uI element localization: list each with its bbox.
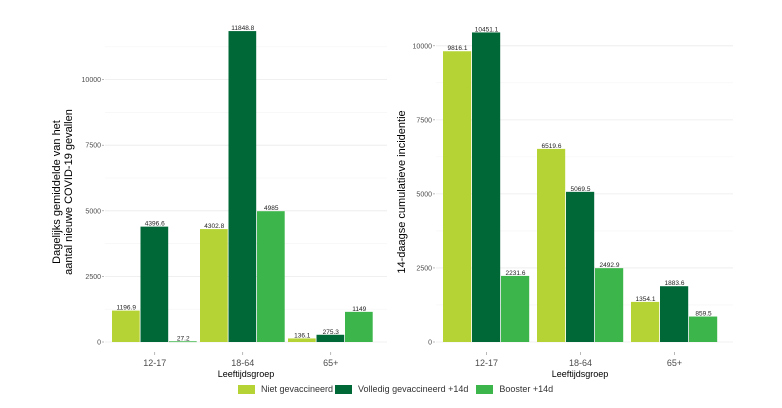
x-tick-label: 12-17 bbox=[143, 358, 166, 368]
y-tick-label: 2500 bbox=[85, 274, 101, 281]
bar-12-17-0 bbox=[112, 310, 140, 342]
bar-18-64-2 bbox=[595, 268, 624, 342]
data-label: 6519.6 bbox=[542, 143, 562, 150]
data-label: 275.3 bbox=[323, 329, 340, 336]
bar-65+-0 bbox=[288, 338, 316, 342]
data-label: 2231.6 bbox=[506, 270, 526, 277]
data-label: 1196.9 bbox=[117, 305, 137, 312]
x-tick-label: 18-64 bbox=[569, 358, 592, 368]
data-label: 10451.1 bbox=[475, 26, 499, 33]
y-tick-label: 0 bbox=[97, 340, 101, 347]
legend-swatch-booster bbox=[476, 384, 494, 394]
data-label: 9816.1 bbox=[448, 45, 468, 52]
bar-65+-1 bbox=[660, 286, 689, 342]
legend-label: Niet gevaccineerd bbox=[261, 384, 334, 394]
bar-18-64-0 bbox=[537, 148, 566, 342]
data-label: 859.5 bbox=[695, 311, 712, 318]
legend-item-booster: Booster +14d bbox=[476, 384, 553, 394]
data-label: 4985 bbox=[264, 205, 279, 212]
y-axis-title: 14-daagse cumulatieve incidentie bbox=[396, 110, 408, 273]
legend-swatch-volledig-gevaccineerd bbox=[335, 384, 353, 394]
data-label: 1354.1 bbox=[636, 296, 656, 303]
y-axis-title: Dagelijks gemiddelde van het bbox=[51, 120, 63, 264]
bar-12-17-1 bbox=[472, 32, 501, 343]
y-tick-label: 0 bbox=[428, 340, 432, 347]
bar-12-17-1 bbox=[140, 226, 169, 342]
legend-label: Volledig gevaccineerd +14d bbox=[358, 384, 469, 394]
data-label: 11848.8 bbox=[231, 25, 254, 32]
data-label: 4302.8 bbox=[204, 223, 224, 230]
bar-65+-1 bbox=[316, 334, 345, 342]
y-tick-label: 2500 bbox=[416, 265, 432, 272]
y-tick-label: 5000 bbox=[85, 208, 101, 215]
data-label: 136.1 bbox=[294, 332, 311, 339]
y-tick-label: 7500 bbox=[85, 143, 101, 150]
y-axis-title: aantal nieuwe COVID-19 gevallen bbox=[63, 109, 75, 275]
x-axis-title: Leeftijdsgroep bbox=[552, 369, 609, 379]
x-tick-label: 65+ bbox=[667, 358, 682, 368]
legend-item-niet-gevaccineerd: Niet gevaccineerd bbox=[238, 384, 333, 394]
x-tick-label: 12-17 bbox=[475, 358, 498, 368]
y-tick-label: 7500 bbox=[416, 117, 432, 124]
legend: Niet gevaccineerd Volledig gevaccineerd … bbox=[238, 384, 555, 394]
legend-item-volledig-gevaccineerd: Volledig gevaccineerd +14d bbox=[335, 384, 474, 394]
legend-label: Booster +14d bbox=[499, 384, 554, 394]
bar-18-64-2 bbox=[257, 211, 285, 342]
bar-65+-2 bbox=[689, 316, 718, 342]
bar-12-17-2 bbox=[169, 341, 197, 343]
bar-18-64-1 bbox=[228, 31, 257, 342]
data-label: 2492.9 bbox=[600, 262, 620, 269]
data-label: 5069.5 bbox=[571, 186, 591, 193]
data-label: 1149 bbox=[352, 306, 366, 313]
y-tick-label: 5000 bbox=[416, 191, 432, 198]
bar-18-64-1 bbox=[566, 191, 595, 342]
bar-12-17-0 bbox=[443, 51, 472, 342]
y-tick-label: 10000 bbox=[82, 77, 102, 84]
bar-65+-2 bbox=[345, 311, 373, 342]
x-axis-title: Leeftijdsgroep bbox=[218, 369, 275, 379]
data-label: 1883.6 bbox=[665, 280, 685, 287]
x-tick-label: 18-64 bbox=[231, 358, 254, 368]
bar-18-64-0 bbox=[200, 229, 228, 342]
y-tick-label: 10000 bbox=[413, 43, 433, 50]
data-label: 4396.6 bbox=[145, 221, 165, 228]
data-label: 27.2 bbox=[177, 335, 190, 342]
bar-12-17-2 bbox=[501, 275, 530, 342]
legend-swatch-niet-gevaccineerd bbox=[238, 384, 255, 394]
x-tick-label: 65+ bbox=[323, 358, 338, 368]
bar-65+-0 bbox=[631, 301, 660, 342]
